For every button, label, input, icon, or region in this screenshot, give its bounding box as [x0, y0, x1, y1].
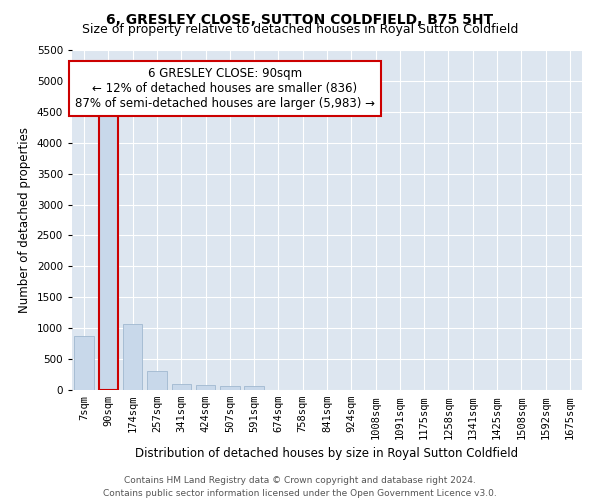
Bar: [123, 324, 142, 390]
Y-axis label: Number of detached properties: Number of detached properties: [18, 127, 31, 313]
Bar: [196, 386, 215, 390]
Bar: [147, 372, 167, 390]
Text: 6 GRESLEY CLOSE: 90sqm
← 12% of detached houses are smaller (836)
87% of semi-de: 6 GRESLEY CLOSE: 90sqm ← 12% of detached…: [75, 67, 375, 110]
Bar: [172, 384, 191, 390]
Text: Size of property relative to detached houses in Royal Sutton Coldfield: Size of property relative to detached ho…: [82, 22, 518, 36]
Bar: [244, 386, 264, 390]
Bar: [220, 386, 239, 390]
Bar: [74, 336, 94, 390]
Bar: [99, 108, 118, 390]
Text: Contains HM Land Registry data © Crown copyright and database right 2024.
Contai: Contains HM Land Registry data © Crown c…: [103, 476, 497, 498]
X-axis label: Distribution of detached houses by size in Royal Sutton Coldfield: Distribution of detached houses by size …: [136, 447, 518, 460]
Text: 6, GRESLEY CLOSE, SUTTON COLDFIELD, B75 5HT: 6, GRESLEY CLOSE, SUTTON COLDFIELD, B75 …: [106, 12, 494, 26]
